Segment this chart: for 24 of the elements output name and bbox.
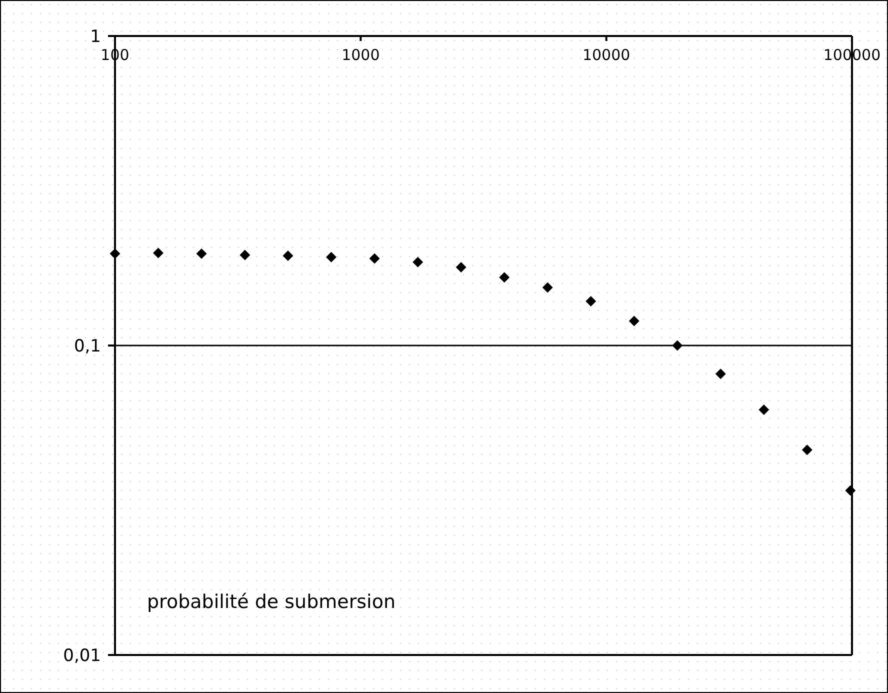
point <box>802 444 812 456</box>
point <box>110 248 120 259</box>
point <box>369 253 380 264</box>
point <box>845 485 856 496</box>
point <box>758 404 770 415</box>
point <box>586 296 596 306</box>
y-tick-label: 1 <box>90 26 101 47</box>
point <box>456 262 466 272</box>
point <box>715 368 726 380</box>
point <box>628 316 640 326</box>
annotation: probabilité de submersion <box>147 591 396 613</box>
point <box>282 250 294 261</box>
point <box>542 282 553 293</box>
point <box>326 252 336 262</box>
point <box>499 272 510 283</box>
y-tick-label: 0,1 <box>74 336 101 356</box>
point <box>153 248 164 258</box>
point <box>240 250 250 260</box>
point <box>412 256 424 268</box>
x-tick-label: 10000 <box>582 46 630 64</box>
point <box>196 248 207 259</box>
x-tick-label: 1000 <box>342 46 380 64</box>
y-tick-label: 0,01 <box>63 646 101 666</box>
point <box>672 340 683 351</box>
